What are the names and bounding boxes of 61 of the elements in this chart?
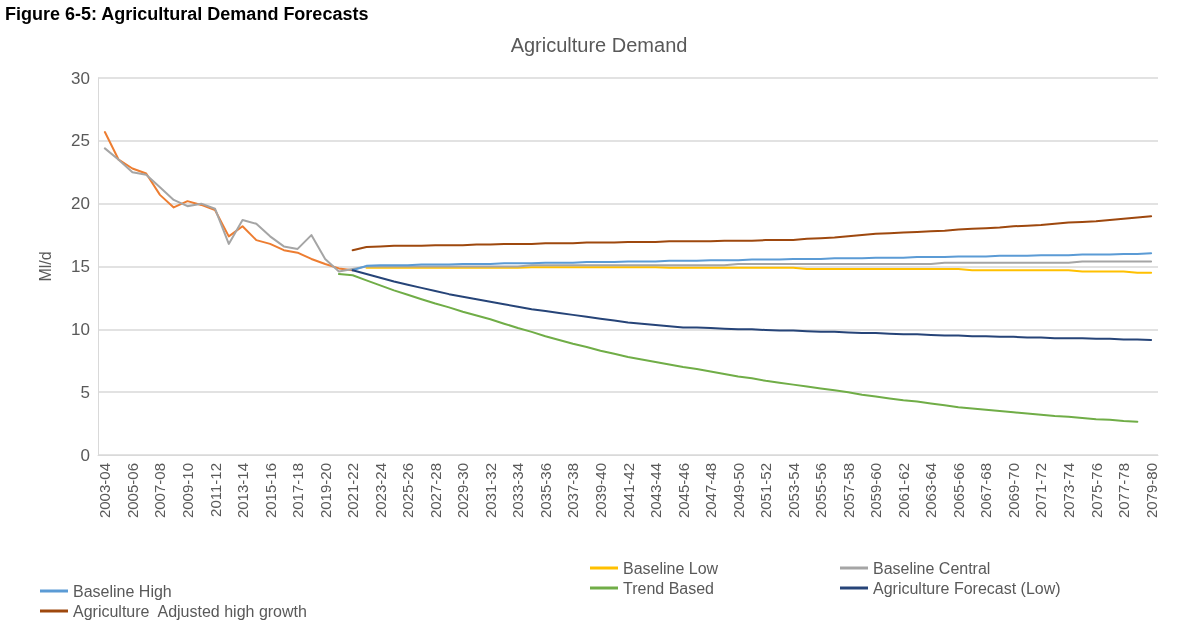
chart-subtitle: Agriculture Demand <box>510 34 688 56</box>
x-tick-label: 2007-08 <box>151 463 169 519</box>
x-tick-label: 2003-04 <box>96 463 114 519</box>
legend-label: Baseline Low <box>623 559 719 577</box>
x-tick-label: 2051-52 <box>757 463 775 519</box>
line-series <box>337 273 1139 423</box>
x-tick-label: 2013-14 <box>234 463 252 519</box>
y-tick-label: 30 <box>71 68 90 88</box>
legend-label: Agriculture Forecast (Low) <box>873 579 1061 597</box>
x-tick-label: 2037-38 <box>564 463 582 519</box>
x-tick-label: 2015-16 <box>261 463 279 519</box>
x-tick-label: 2039-40 <box>591 463 609 519</box>
x-tick-label: 2067-68 <box>977 463 995 519</box>
x-tick-label: 2045-46 <box>674 463 692 519</box>
x-tick-label: 2021-22 <box>344 463 362 519</box>
x-tick-label: 2065-66 <box>949 463 967 519</box>
x-tick-label: 2035-36 <box>536 463 554 519</box>
y-tick-label: 15 <box>71 257 90 276</box>
x-tick-label: 2027-28 <box>426 463 444 519</box>
line-series <box>351 269 1153 342</box>
y-tick-label: 0 <box>80 445 90 465</box>
x-tick-label: 2079-80 <box>1142 463 1160 519</box>
x-tick-label: 2057-58 <box>839 463 857 519</box>
x-tick-label: 2011-12 <box>206 463 224 517</box>
line-series <box>351 215 1153 252</box>
x-tick-label: 2023-24 <box>371 463 389 519</box>
x-tick-label: 2049-50 <box>729 463 747 519</box>
x-tick-label: 2063-64 <box>922 463 940 519</box>
x-tick-label: 2029-30 <box>454 463 472 519</box>
y-axis-title: Ml/d <box>36 251 54 282</box>
x-tick-label: 2071-72 <box>1032 463 1050 519</box>
chart-title: Figure 6-5: Agricultural Demand Forecasts <box>5 4 369 24</box>
x-tick-label: 2031-32 <box>481 463 499 519</box>
y-tick-label: 10 <box>71 319 90 339</box>
legend-label: Trend Based <box>623 579 715 597</box>
x-tick-label: 2055-56 <box>812 463 830 519</box>
y-tick-label: 25 <box>71 131 90 151</box>
x-tick-label: 2033-34 <box>509 463 527 519</box>
legend-label: Agriculture Adjusted high growth <box>73 602 307 620</box>
x-tick-label: 2025-26 <box>399 463 417 519</box>
x-tick-label: 2043-44 <box>647 463 665 519</box>
x-tick-label: 2059-60 <box>867 463 885 519</box>
x-tick-label: 2041-42 <box>619 463 637 519</box>
x-tick-label: 2069-70 <box>1004 463 1022 519</box>
x-tick-label: 2005-06 <box>123 463 141 519</box>
y-tick-label: 5 <box>80 382 90 402</box>
line-series <box>103 131 354 272</box>
x-tick-label: 2009-10 <box>178 463 196 519</box>
line-series <box>351 252 1153 272</box>
x-tick-label: 2017-18 <box>289 463 307 519</box>
x-tick-label: 2019-20 <box>316 463 334 519</box>
x-tick-label: 2073-74 <box>1060 463 1078 519</box>
x-tick-label: 2061-62 <box>894 463 912 519</box>
legend-label: Baseline Central <box>873 559 991 577</box>
x-tick-label: 2075-76 <box>1087 463 1105 519</box>
y-tick-label: 20 <box>71 194 90 214</box>
line-series <box>103 147 1153 273</box>
x-tick-label: 2047-48 <box>702 463 720 519</box>
x-tick-label: 2053-54 <box>784 463 802 519</box>
legend-label: Baseline High <box>73 582 172 600</box>
x-tick-label: 2077-78 <box>1115 463 1133 519</box>
